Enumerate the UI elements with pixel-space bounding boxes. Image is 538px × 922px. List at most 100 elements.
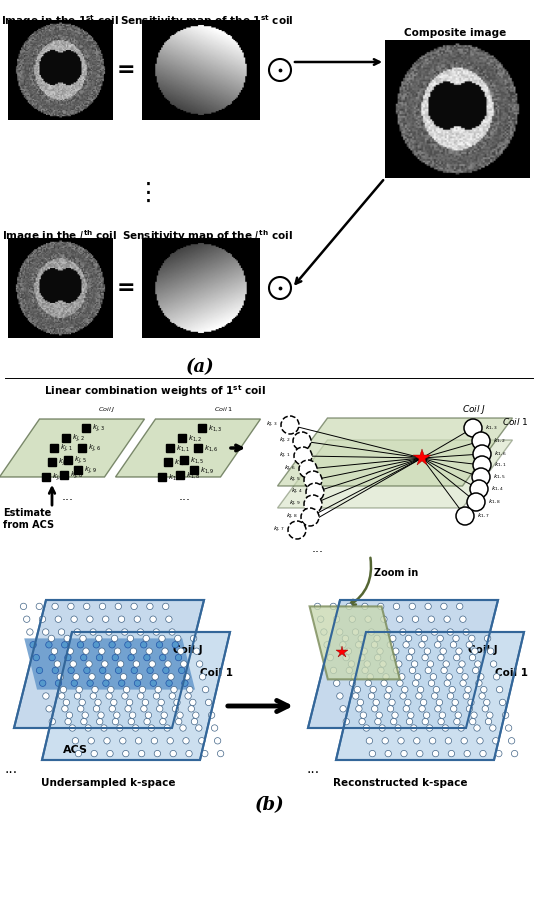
Circle shape <box>154 751 161 757</box>
Circle shape <box>61 642 68 648</box>
Circle shape <box>430 674 437 680</box>
Circle shape <box>352 692 359 699</box>
Circle shape <box>109 705 116 712</box>
Circle shape <box>337 692 343 699</box>
Circle shape <box>356 642 362 648</box>
Circle shape <box>391 718 397 725</box>
Circle shape <box>95 699 101 705</box>
Circle shape <box>190 635 197 642</box>
Circle shape <box>174 699 180 705</box>
Circle shape <box>43 692 49 699</box>
Circle shape <box>360 712 366 718</box>
Circle shape <box>49 655 55 661</box>
Circle shape <box>330 603 336 609</box>
Circle shape <box>380 661 386 668</box>
Circle shape <box>121 674 127 680</box>
Circle shape <box>374 635 380 642</box>
Circle shape <box>484 699 490 705</box>
Text: Coil J: Coil J <box>173 645 203 655</box>
Circle shape <box>389 699 395 705</box>
Circle shape <box>443 661 449 668</box>
Polygon shape <box>278 418 513 486</box>
Circle shape <box>435 642 441 648</box>
Circle shape <box>30 642 36 648</box>
Circle shape <box>412 616 419 622</box>
Circle shape <box>118 616 125 622</box>
Circle shape <box>415 629 422 635</box>
Circle shape <box>20 603 27 609</box>
Circle shape <box>403 705 409 712</box>
Text: $k_{1,6}$: $k_{1,6}$ <box>204 443 218 453</box>
Circle shape <box>508 738 515 744</box>
Text: Zoom in: Zoom in <box>374 568 418 578</box>
Circle shape <box>92 686 98 692</box>
Text: ACS: ACS <box>62 745 88 755</box>
Circle shape <box>84 668 90 674</box>
Circle shape <box>362 603 368 609</box>
Circle shape <box>140 642 147 648</box>
Circle shape <box>364 661 370 668</box>
Circle shape <box>133 661 139 668</box>
Circle shape <box>359 718 365 725</box>
Circle shape <box>343 718 350 725</box>
Circle shape <box>83 603 90 609</box>
Circle shape <box>463 692 470 699</box>
Circle shape <box>81 655 87 661</box>
Circle shape <box>183 674 190 680</box>
Circle shape <box>87 616 93 622</box>
Circle shape <box>117 661 124 668</box>
Text: $k_{1,4}$: $k_{1,4}$ <box>491 485 504 493</box>
Circle shape <box>131 668 138 674</box>
Circle shape <box>169 692 175 699</box>
Circle shape <box>125 705 131 712</box>
Circle shape <box>403 642 409 648</box>
Circle shape <box>185 692 192 699</box>
Bar <box>78 444 86 452</box>
Circle shape <box>142 699 148 705</box>
Circle shape <box>471 712 477 718</box>
Circle shape <box>406 655 413 661</box>
Circle shape <box>74 692 81 699</box>
Circle shape <box>448 751 455 757</box>
Circle shape <box>43 629 49 635</box>
Circle shape <box>478 674 484 680</box>
Circle shape <box>96 655 103 661</box>
Circle shape <box>386 686 392 692</box>
Circle shape <box>345 648 352 655</box>
Circle shape <box>387 705 394 712</box>
Circle shape <box>449 686 455 692</box>
Circle shape <box>419 705 426 712</box>
Circle shape <box>450 642 457 648</box>
Text: $k_{J,3}$: $k_{J,3}$ <box>266 420 278 430</box>
Circle shape <box>379 725 385 731</box>
Circle shape <box>400 692 406 699</box>
Circle shape <box>206 699 212 705</box>
Circle shape <box>24 616 30 622</box>
Text: Reconstructed k-space: Reconstructed k-space <box>332 778 467 788</box>
Text: ...: ... <box>312 542 324 555</box>
Circle shape <box>138 692 144 699</box>
Circle shape <box>186 751 192 757</box>
Circle shape <box>304 495 322 513</box>
Circle shape <box>385 751 392 757</box>
Circle shape <box>406 718 413 725</box>
Circle shape <box>499 699 506 705</box>
Circle shape <box>450 705 457 712</box>
Circle shape <box>365 680 372 686</box>
Circle shape <box>474 725 480 731</box>
Circle shape <box>377 648 383 655</box>
Circle shape <box>139 686 146 692</box>
Circle shape <box>134 680 141 686</box>
Text: $k_{1,4}$: $k_{1,4}$ <box>174 457 188 467</box>
Circle shape <box>148 725 154 731</box>
Circle shape <box>473 456 491 474</box>
Circle shape <box>330 668 337 674</box>
Polygon shape <box>309 607 400 680</box>
Circle shape <box>401 686 408 692</box>
Circle shape <box>419 642 425 648</box>
Circle shape <box>169 629 175 635</box>
Circle shape <box>397 616 403 622</box>
Circle shape <box>429 738 436 744</box>
Circle shape <box>137 629 144 635</box>
Circle shape <box>188 705 195 712</box>
